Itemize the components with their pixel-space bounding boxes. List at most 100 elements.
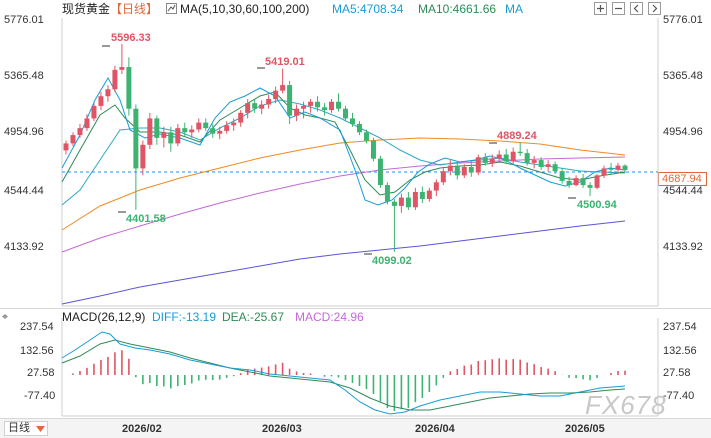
zoom-in-button[interactable] (594, 2, 607, 15)
candle-body (259, 104, 265, 109)
candles (63, 43, 628, 252)
candle-body (496, 154, 502, 159)
candle-body (217, 130, 223, 134)
ma-setting-icon[interactable] (166, 3, 177, 14)
macd-chart[interactable] (0, 318, 711, 418)
x-axis-label-mar: 2026/03 (262, 423, 302, 435)
price-axis-right-5: 4133.92 (663, 241, 703, 253)
panel-divider[interactable] (0, 308, 711, 309)
candle-body (426, 190, 432, 199)
period-tag[interactable]: 【日线】 (110, 2, 159, 16)
macd-axis-right-2: 132.56 (663, 345, 697, 357)
ma30-line (61, 99, 626, 206)
candle-body (329, 101, 335, 111)
macd-axis-right-3: 27.58 (663, 367, 691, 379)
scroll-right-button[interactable] (648, 2, 661, 15)
panel-resize-handle-icon[interactable] (2, 306, 8, 319)
price-axis-right-3: 4954.96 (663, 126, 703, 138)
candle-body (343, 108, 348, 119)
x-axis-label-may: 2026/05 (565, 423, 605, 435)
chevron-down-icon (36, 426, 45, 432)
macd-axis-right-4: -77.40 (663, 390, 695, 402)
price-axis-left-3: 4954.96 (4, 126, 44, 138)
candle-body (531, 160, 537, 163)
candle-body (203, 122, 209, 129)
annotation-markers (102, 45, 576, 255)
candle-body (503, 154, 509, 162)
watermark: FX678 (585, 390, 667, 420)
candle-body (468, 167, 474, 173)
candle-body (594, 175, 600, 188)
candle-body (538, 160, 544, 168)
candle-body (119, 67, 125, 70)
candle-body (105, 89, 111, 97)
low-annotation-2: 4099.02 (372, 255, 412, 267)
high-annotation-1: 5596.33 (111, 32, 151, 44)
price-axis-left-4: 4544.44 (4, 185, 44, 197)
high-annotation-3: 4889.24 (497, 130, 537, 142)
candle-body (608, 168, 614, 170)
instrument-name: 现货黄金 (62, 2, 111, 16)
price-axis-right-4: 4544.44 (663, 185, 703, 197)
candle-body (454, 165, 460, 176)
macd-axis-right-1: 237.54 (663, 321, 697, 333)
macd-axis-left-2: 132.56 (20, 345, 54, 357)
last-price-tag: 4687.94 (658, 172, 707, 186)
price-axis-left-2: 5365.48 (4, 70, 44, 82)
price-axis-left-1: 5776.01 (4, 14, 44, 26)
candle-body (601, 168, 607, 176)
last-price-value: 4687.94 (662, 173, 702, 185)
candle-body (419, 192, 425, 199)
macd-axis-left-4: -77.40 (24, 390, 56, 402)
candle-body (412, 192, 418, 208)
macd-diff-line (61, 331, 626, 415)
price-chart[interactable] (0, 0, 711, 310)
candle-body (77, 128, 83, 136)
candle-body (580, 178, 586, 186)
candle-body (126, 67, 132, 109)
candle-body (154, 118, 160, 138)
candle-body (140, 144, 146, 169)
candle-body (566, 180, 572, 186)
scroll-left-button[interactable] (630, 2, 643, 15)
candle-body (210, 128, 216, 134)
candle-body (84, 118, 90, 129)
candle-body (196, 122, 202, 130)
macd-axis-left-3: 27.58 (27, 367, 55, 379)
candle-body (398, 197, 404, 206)
low-annotation-1: 4401.58 (126, 213, 166, 225)
candle-body (168, 132, 174, 144)
price-axis-right-2: 5365.48 (663, 70, 703, 82)
macd-histogram (72, 350, 626, 411)
period-selector-button[interactable]: 日线 (4, 421, 48, 436)
candle-body (517, 151, 523, 154)
candle-body (559, 171, 565, 181)
candle-body (336, 101, 342, 109)
candle-body (384, 185, 390, 202)
ma10-value: MA10:4661.66 (418, 2, 497, 16)
x-axis-label-apr: 2026/04 (415, 423, 455, 435)
candle-body (91, 105, 97, 119)
candle-body (322, 107, 328, 111)
candle-body (63, 143, 69, 151)
candle-body (182, 128, 188, 133)
candle-body (356, 123, 362, 133)
candle-body (461, 167, 467, 176)
candle-body (133, 108, 139, 169)
candle-body (280, 85, 286, 91)
candle-body (482, 157, 488, 163)
candle-body (112, 69, 118, 90)
candle-body (315, 101, 321, 108)
candle-body (370, 140, 376, 159)
candle-body (238, 112, 244, 123)
candle-body (224, 125, 230, 131)
candle-body (447, 165, 453, 172)
ma-setting-label[interactable]: MA(5,10,30,60,100,200) (180, 2, 310, 16)
x-axis-bar (0, 418, 711, 438)
x-axis-label-feb: 2026/02 (122, 423, 162, 435)
candle-body (287, 85, 293, 116)
price-axis-left-5: 4133.92 (4, 241, 44, 253)
candle-body (377, 158, 383, 186)
zoom-out-button[interactable] (612, 2, 625, 15)
candle-body (475, 157, 481, 173)
